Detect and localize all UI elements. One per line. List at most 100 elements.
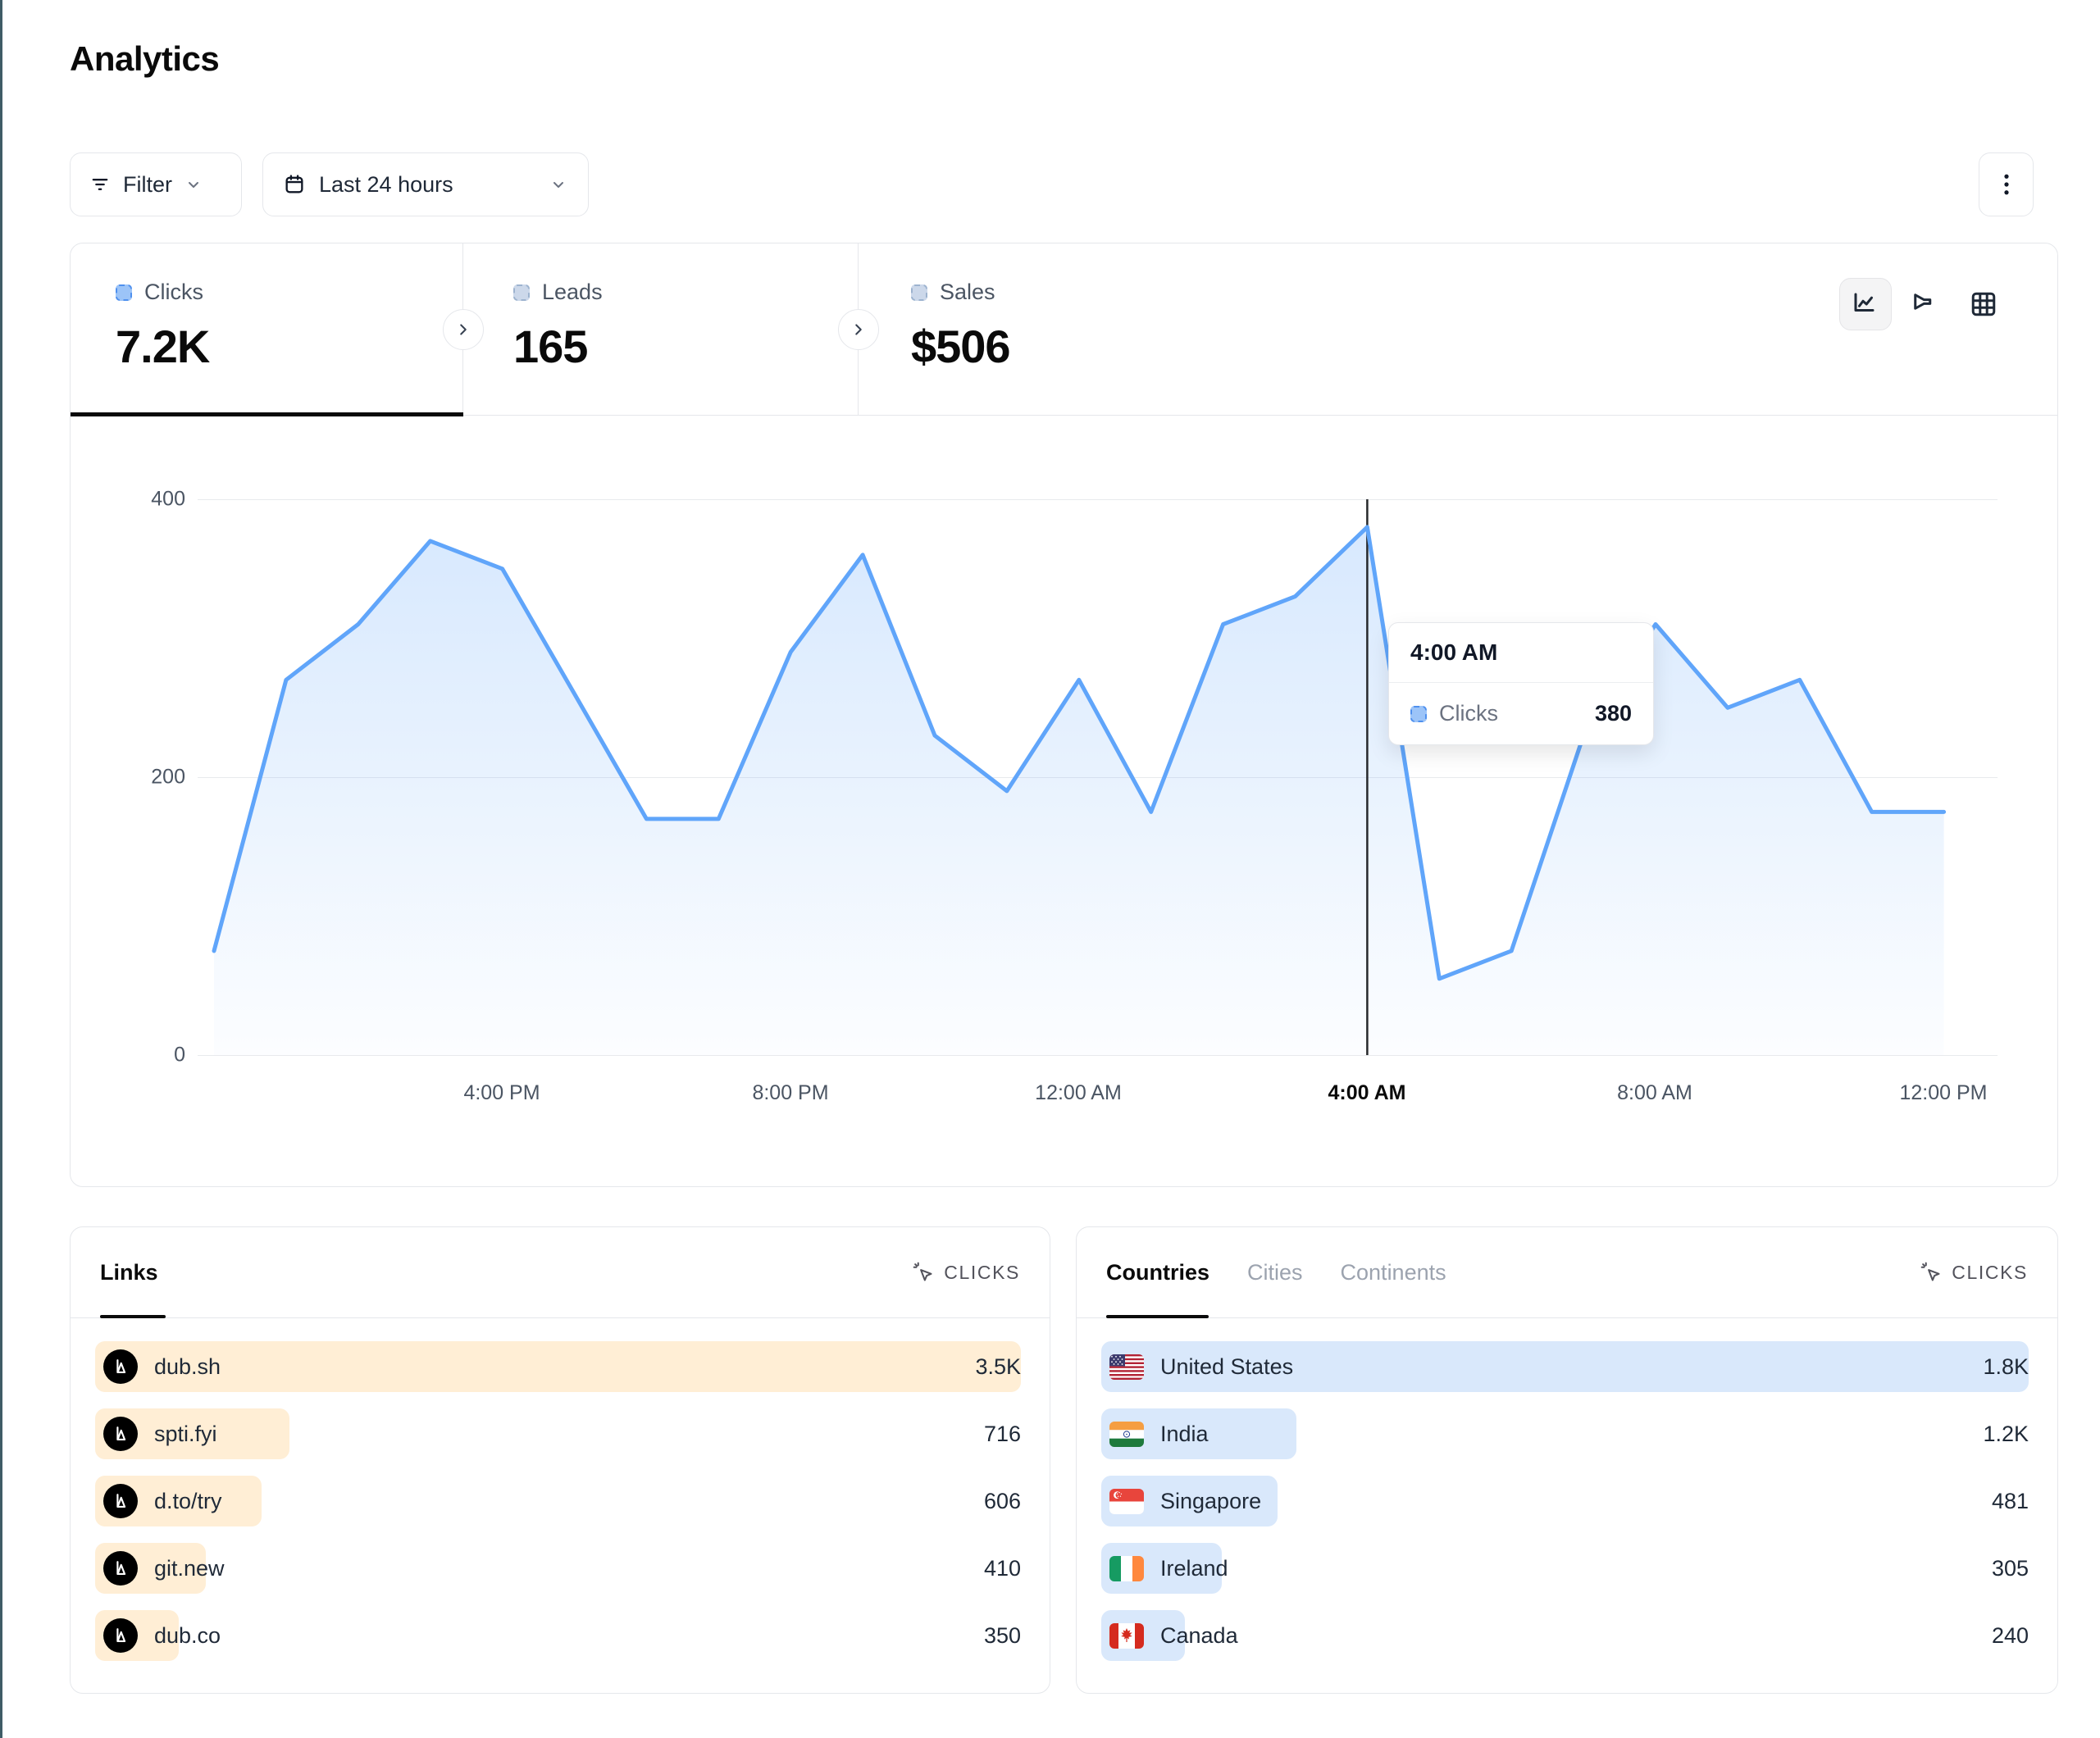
chart-tooltip: 4:00 AM Clicks 380 [1388,622,1654,745]
y-axis-tick: 400 [151,487,185,511]
chart-view-toggles [1839,278,2010,330]
chevron-down-icon [553,182,563,188]
table-view-button[interactable] [1957,278,2010,330]
clicks-legend-swatch [116,284,132,301]
link-clicks: 3.5K [975,1354,1021,1379]
value-bar [95,1341,1021,1392]
link-clicks: 606 [983,1488,1021,1513]
x-axis-tick: 12:00 AM [1035,1081,1122,1104]
countries-tab-underline [1106,1315,1209,1318]
countries-panel: Countries Cities Continents CLICKS [1076,1226,2058,1694]
clicks-metric-selector[interactable]: CLICKS [1920,1262,2028,1284]
stats-header: Clicks 7.2K Leads 165 Sales $506 [71,243,2057,416]
dub-logo-icon [103,1349,138,1384]
tab-clicks[interactable]: Clicks 7.2K [116,280,210,373]
country-clicks: 305 [1991,1555,2029,1581]
window-edge-strip [0,0,2,1738]
country-name: India [1160,1421,1209,1446]
tab-cities[interactable]: Cities [1247,1259,1303,1285]
chart-area-fill [214,526,1944,1055]
country-row-canada[interactable]: Canada 240 [1101,1610,2029,1661]
x-axis-tick: 12:00 PM [1899,1081,1988,1104]
tab-links[interactable]: Links [100,1259,158,1285]
sales-legend-swatch [911,284,927,301]
x-axis-tick: 8:00 PM [752,1081,829,1104]
clicks-series-line [212,525,1947,981]
country-clicks: 1.2K [1983,1421,2029,1446]
table-grid-icon [1971,292,1996,316]
country-row-india[interactable]: India 1.2K [1101,1408,2029,1459]
ireland-flag-icon [1109,1555,1144,1581]
chevron-down-icon [189,182,198,188]
clicks-metric-selector[interactable]: CLICKS [913,1262,1020,1284]
value-bar [1101,1341,2029,1392]
x-axis-tick: 4:00 PM [463,1081,540,1104]
leads-legend-swatch [513,284,530,301]
country-clicks: 1.8K [1983,1354,2029,1379]
link-row-d-to-try[interactable]: d.to/try 606 [95,1476,1021,1526]
date-range-button[interactable]: Last 24 hours [262,152,589,216]
line-chart-icon [1854,293,1875,312]
links-tab-underline [100,1315,166,1318]
y-axis-tick: 200 [151,765,185,789]
link-clicks: 350 [983,1622,1021,1648]
analytics-card: Clicks 7.2K Leads 165 Sales $506 [70,243,2058,1187]
country-row-singapore[interactable]: Singapore 481 [1101,1476,2029,1526]
expand-sales-button[interactable] [838,309,879,350]
links-panel: Links CLICKS [70,1226,1050,1694]
clicks-metric-label: CLICKS [1952,1261,2028,1283]
countries-list: United States 1.8K India 1.2K [1101,1341,2029,1677]
funnel-chart-view-button[interactable] [1898,278,1951,330]
date-range-label: Last 24 hours [319,171,453,197]
link-row-spti-fyi[interactable]: spti.fyi 716 [95,1408,1021,1459]
funnel-chart-icon [1914,293,1932,310]
line-chart-view-button[interactable] [1839,278,1892,330]
tab-sales[interactable]: Sales $506 [911,280,1011,373]
country-row-united-states[interactable]: United States 1.8K [1101,1341,2029,1392]
clicks-metric-label: CLICKS [944,1261,1020,1283]
dub-logo-icon [103,1618,138,1653]
link-row-git-new[interactable]: git.new 410 [95,1543,1021,1594]
tab-continents[interactable]: Continents [1340,1259,1446,1285]
more-options-button[interactable] [1979,152,2034,216]
link-name: git.new [154,1555,225,1581]
filter-button[interactable]: Filter [70,152,242,216]
links-panel-header: Links CLICKS [71,1227,1050,1318]
link-name: dub.sh [154,1354,221,1379]
clicks-area-chart[interactable] [198,499,1998,1055]
sales-label: Sales [940,280,995,304]
singapore-flag-icon [1109,1488,1144,1514]
dub-logo-icon [103,1484,138,1518]
countries-panel-header: Countries Cities Continents CLICKS [1077,1227,2057,1318]
sales-value: $506 [911,321,1011,372]
link-row-dub-co[interactable]: dub.co 350 [95,1610,1021,1661]
cursor-click-icon [913,1262,932,1281]
cursor-click-icon [1920,1262,1940,1281]
link-row-dub-sh[interactable]: dub.sh 3.5K [95,1341,1021,1392]
tooltip-time: 4:00 AM [1389,623,1653,683]
clicks-value: 7.2K [116,321,210,372]
y-axis-tick: 0 [174,1043,185,1067]
chevron-right-icon [460,324,467,335]
united-states-flag-icon [1109,1354,1144,1380]
country-row-ireland[interactable]: Ireland 305 [1101,1543,2029,1594]
country-clicks: 240 [1991,1622,2029,1648]
country-clicks: 481 [1991,1488,2029,1513]
page-title: Analytics [70,39,220,78]
active-stat-underline [71,412,463,416]
india-flag-icon [1109,1421,1144,1447]
dub-logo-icon [103,1417,138,1451]
clicks-label: Clicks [144,280,203,304]
country-name: United States [1160,1354,1294,1379]
gridline-400 [198,499,1998,500]
expand-leads-button[interactable] [443,309,484,350]
link-clicks: 410 [983,1555,1021,1581]
link-name: d.to/try [154,1488,222,1513]
tooltip-series-label: Clicks [1439,701,1498,726]
tab-leads[interactable]: Leads 165 [513,280,603,373]
calendar-icon [285,175,303,193]
tab-countries[interactable]: Countries [1106,1259,1210,1285]
link-clicks: 716 [983,1421,1021,1446]
link-name: spti.fyi [154,1421,217,1446]
country-name: Ireland [1160,1555,1228,1581]
